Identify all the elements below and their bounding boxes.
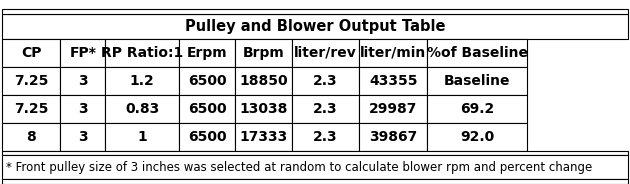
- Bar: [60, 67, 105, 95]
- Text: liter/min: liter/min: [360, 46, 427, 60]
- Bar: [360, 39, 427, 67]
- Bar: [105, 39, 179, 67]
- Text: 17333: 17333: [239, 130, 288, 144]
- Bar: [2, 151, 628, 155]
- Bar: [236, 95, 292, 123]
- Bar: [2, 14, 628, 39]
- Bar: [60, 123, 105, 151]
- Bar: [292, 67, 360, 95]
- Bar: [2, 123, 60, 151]
- Text: 1: 1: [137, 130, 147, 144]
- Text: 6500: 6500: [188, 74, 227, 88]
- Text: 6500: 6500: [188, 102, 227, 116]
- Bar: [427, 39, 527, 67]
- Text: 29987: 29987: [369, 102, 418, 116]
- Text: 39867: 39867: [369, 130, 417, 144]
- Text: 3: 3: [78, 102, 88, 116]
- Text: 1.2: 1.2: [130, 74, 154, 88]
- Text: 2.3: 2.3: [313, 102, 338, 116]
- Text: Pulley and Blower Output Table: Pulley and Blower Output Table: [185, 19, 445, 34]
- Text: 6500: 6500: [188, 130, 227, 144]
- Bar: [179, 67, 236, 95]
- Bar: [236, 123, 292, 151]
- Bar: [236, 67, 292, 95]
- Text: 0.83: 0.83: [125, 102, 159, 116]
- Text: FP*: FP*: [69, 46, 96, 60]
- Text: 92.0: 92.0: [460, 130, 495, 144]
- Bar: [2, 39, 60, 67]
- Bar: [360, 95, 427, 123]
- Bar: [427, 67, 527, 95]
- Bar: [2, 179, 628, 184]
- Text: 69.2: 69.2: [460, 102, 495, 116]
- Bar: [179, 123, 236, 151]
- Bar: [292, 95, 360, 123]
- Bar: [60, 39, 105, 67]
- Bar: [236, 39, 292, 67]
- Text: %of Baseline: %of Baseline: [427, 46, 528, 60]
- Bar: [360, 67, 427, 95]
- Text: liter/rev: liter/rev: [294, 46, 357, 60]
- Text: Brpm: Brpm: [243, 46, 285, 60]
- Text: * Front pulley size of 3 inches was selected at random to calculate blower rpm a: * Front pulley size of 3 inches was sele…: [6, 160, 592, 174]
- Bar: [2, 155, 628, 179]
- Text: Erpm: Erpm: [187, 46, 227, 60]
- Bar: [105, 123, 179, 151]
- Bar: [2, 9, 628, 14]
- Text: CP: CP: [21, 46, 42, 60]
- Bar: [2, 95, 60, 123]
- Text: 2.3: 2.3: [313, 130, 338, 144]
- Bar: [60, 95, 105, 123]
- Bar: [105, 95, 179, 123]
- Text: 43355: 43355: [369, 74, 418, 88]
- Text: 8: 8: [26, 130, 36, 144]
- Text: 3: 3: [78, 130, 88, 144]
- Text: 7.25: 7.25: [14, 74, 49, 88]
- Text: 18850: 18850: [239, 74, 288, 88]
- Bar: [427, 95, 527, 123]
- Text: 2.3: 2.3: [313, 74, 338, 88]
- Bar: [179, 95, 236, 123]
- Bar: [360, 123, 427, 151]
- Bar: [292, 123, 360, 151]
- Bar: [2, 67, 60, 95]
- Bar: [179, 39, 236, 67]
- Text: 7.25: 7.25: [14, 102, 49, 116]
- Bar: [292, 39, 360, 67]
- Text: 3: 3: [78, 74, 88, 88]
- Bar: [427, 123, 527, 151]
- Text: 13038: 13038: [239, 102, 288, 116]
- Bar: [105, 67, 179, 95]
- Text: Baseline: Baseline: [444, 74, 510, 88]
- Text: RP Ratio:1: RP Ratio:1: [101, 46, 183, 60]
